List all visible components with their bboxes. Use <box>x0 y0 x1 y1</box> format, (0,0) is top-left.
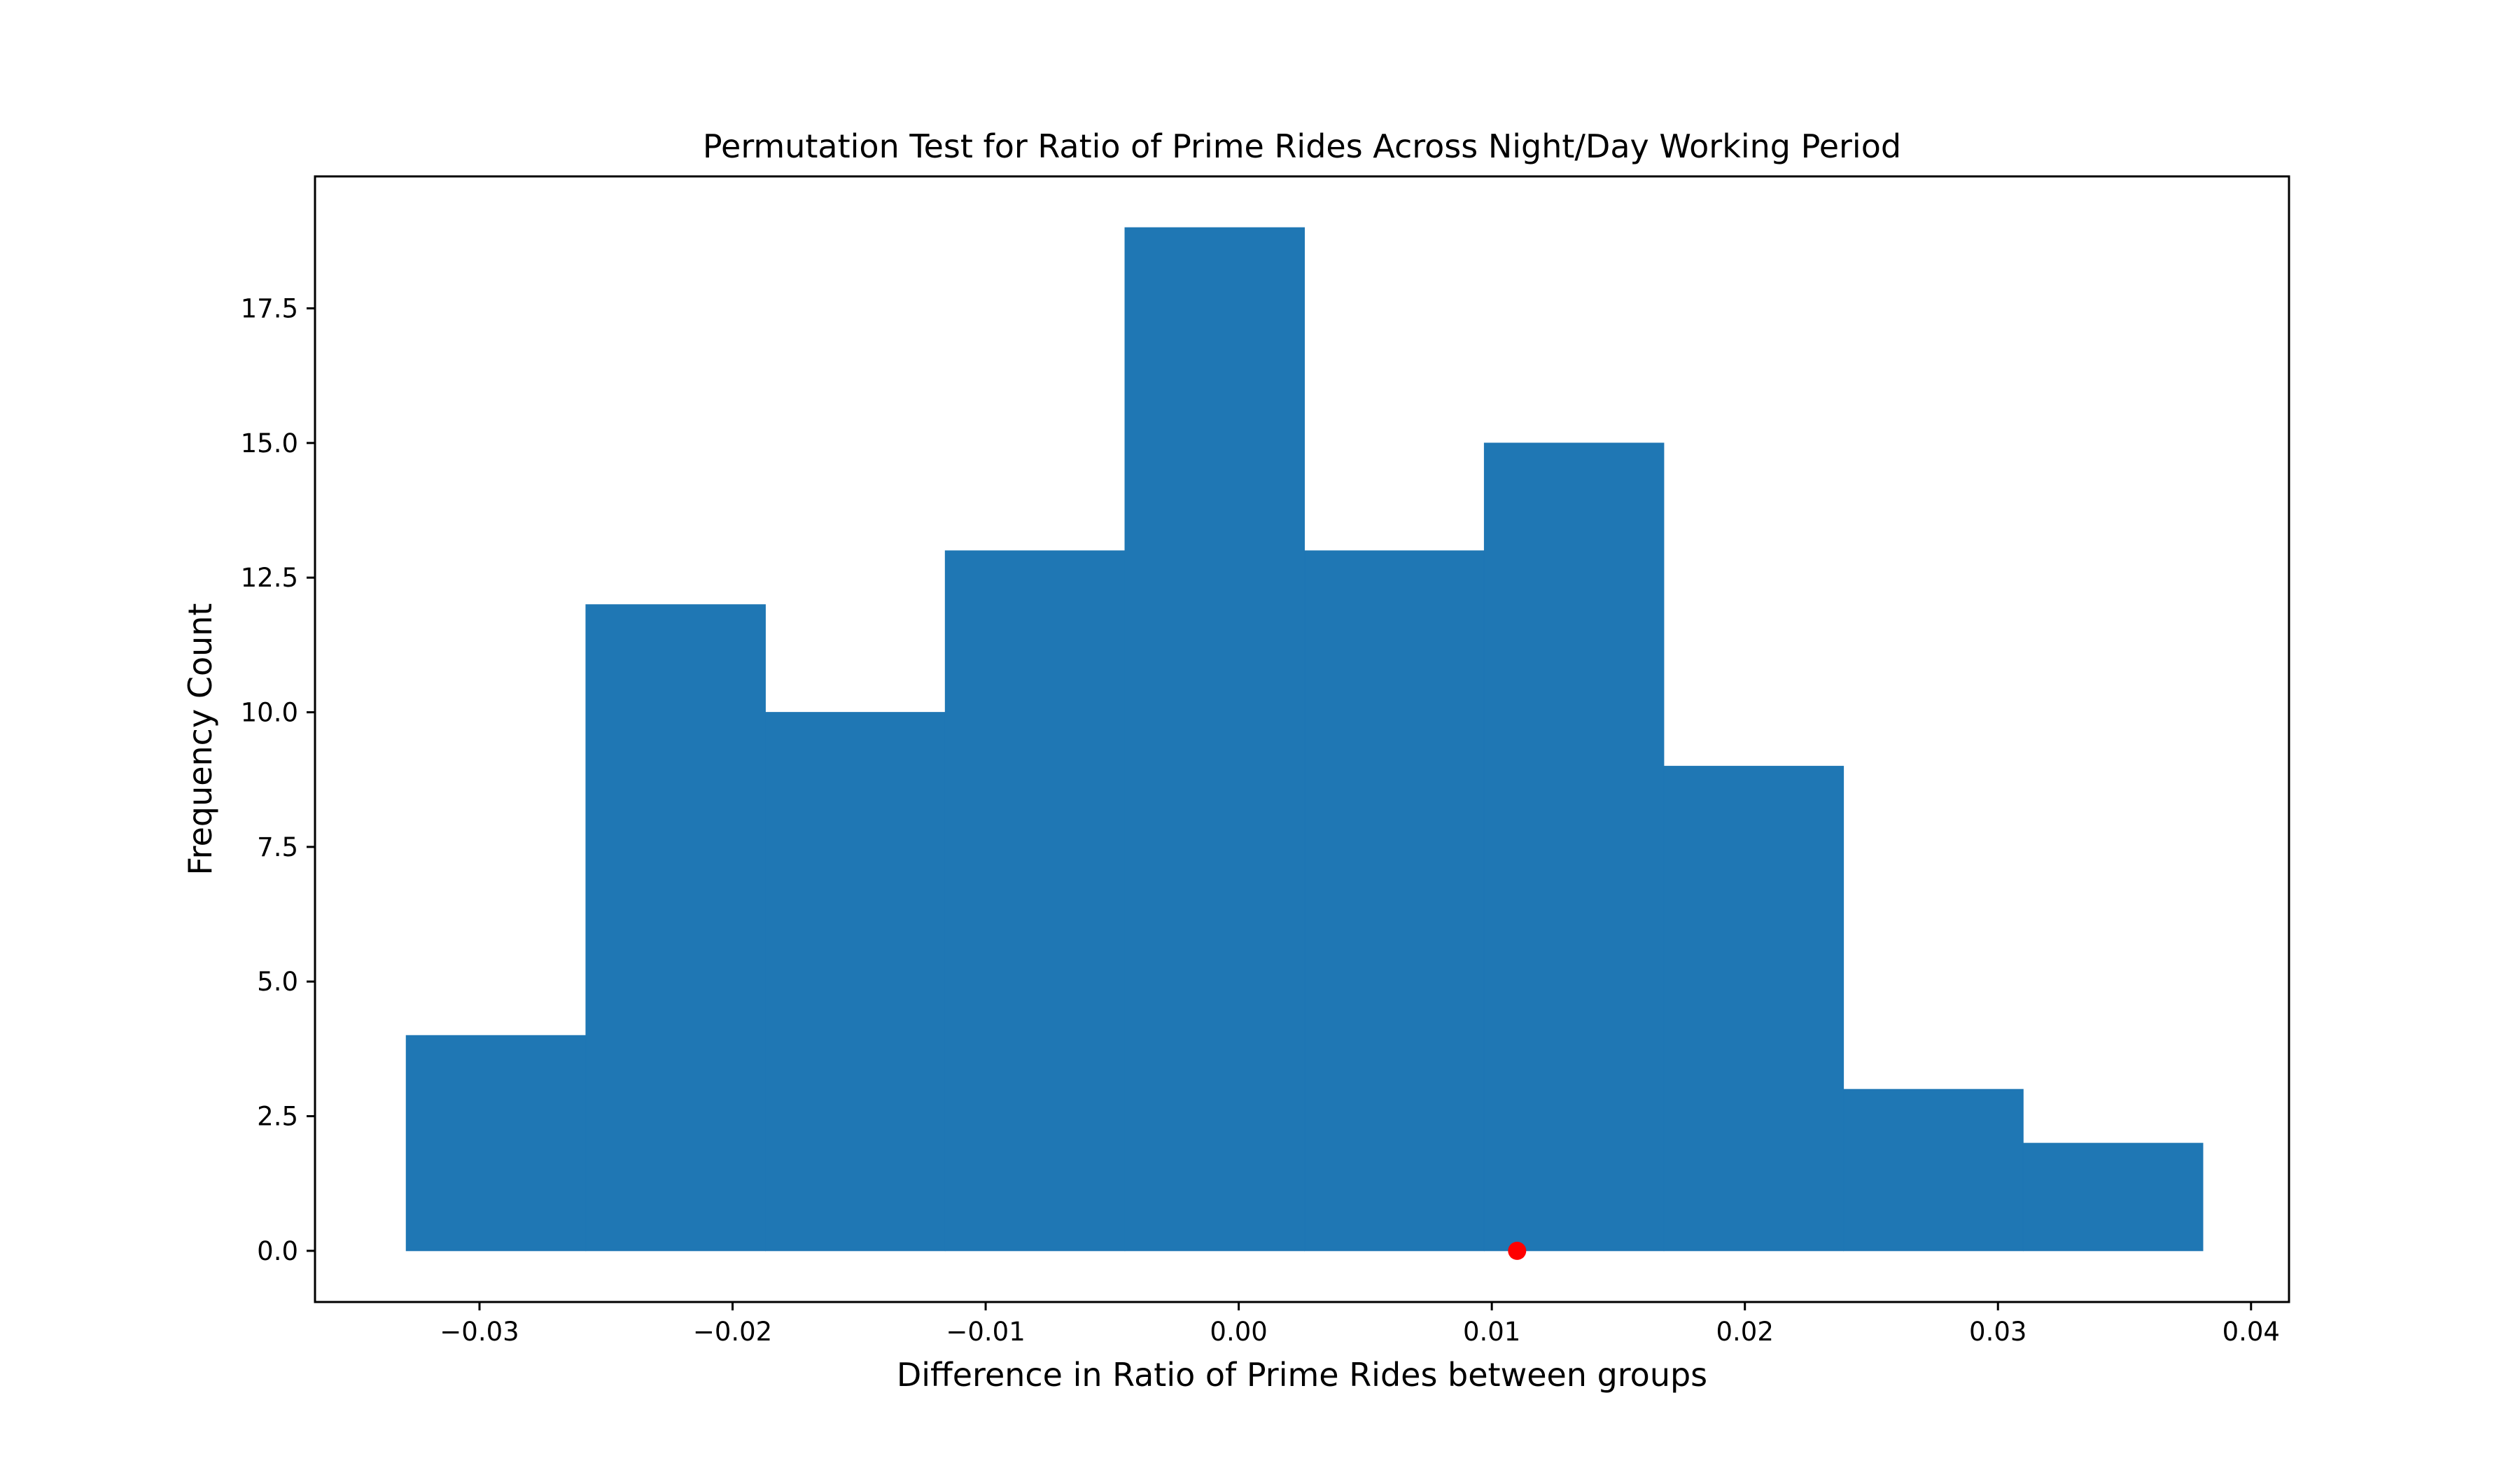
y-tick-label: 17.5 <box>241 293 298 323</box>
histogram-bar <box>585 604 766 1252</box>
observed-points <box>1508 1241 1527 1260</box>
histogram-bar <box>1483 442 1665 1252</box>
histogram-bar <box>1663 766 1844 1252</box>
x-tick-label: −0.03 <box>440 1317 519 1347</box>
plot-frame <box>314 175 2290 1303</box>
y-axis-label: Frequency Count <box>181 603 219 876</box>
y-tick-label: 7.5 <box>257 832 298 862</box>
y-tick-label: 15.0 <box>241 428 298 458</box>
histogram-bar <box>2022 1142 2204 1252</box>
y-tick-label: 12.5 <box>241 563 298 593</box>
histogram-bar <box>765 712 946 1252</box>
x-tick-label: 0.03 <box>1969 1317 2026 1347</box>
chart-title: Permutation Test for Ratio of Prime Ride… <box>703 127 1901 165</box>
y-axis-ticks: 0.0 2.5 5.0 7.5 10.0 12.5 15.0 17.5 <box>241 293 315 1266</box>
observed-value-point <box>1508 1241 1527 1260</box>
x-axis-label: Difference in Ratio of Prime Rides betwe… <box>897 1356 1707 1394</box>
x-tick-label: 0.01 <box>1463 1317 1520 1347</box>
x-tick-label: −0.02 <box>693 1317 772 1347</box>
y-tick-label: 2.5 <box>257 1102 298 1132</box>
y-tick-label: 0.0 <box>257 1236 298 1266</box>
histogram-bar <box>1843 1088 2024 1252</box>
histogram-bar <box>1304 550 1485 1252</box>
y-tick-label: 10.0 <box>241 698 298 728</box>
x-axis-ticks: −0.03 −0.02 −0.01 0.00 0.01 0.02 0.03 0.04 <box>440 1302 2280 1347</box>
histogram-bar <box>1124 227 1306 1252</box>
x-tick-label: 0.00 <box>1210 1317 1267 1347</box>
histogram-bar <box>944 550 1126 1252</box>
histogram-bars <box>405 227 2204 1252</box>
x-tick-label: 0.02 <box>1716 1317 1773 1347</box>
x-tick-label: 0.04 <box>2222 1317 2280 1347</box>
y-tick-label: 5.0 <box>257 967 298 997</box>
x-tick-label: −0.01 <box>946 1317 1025 1347</box>
histogram-bar <box>405 1035 587 1252</box>
